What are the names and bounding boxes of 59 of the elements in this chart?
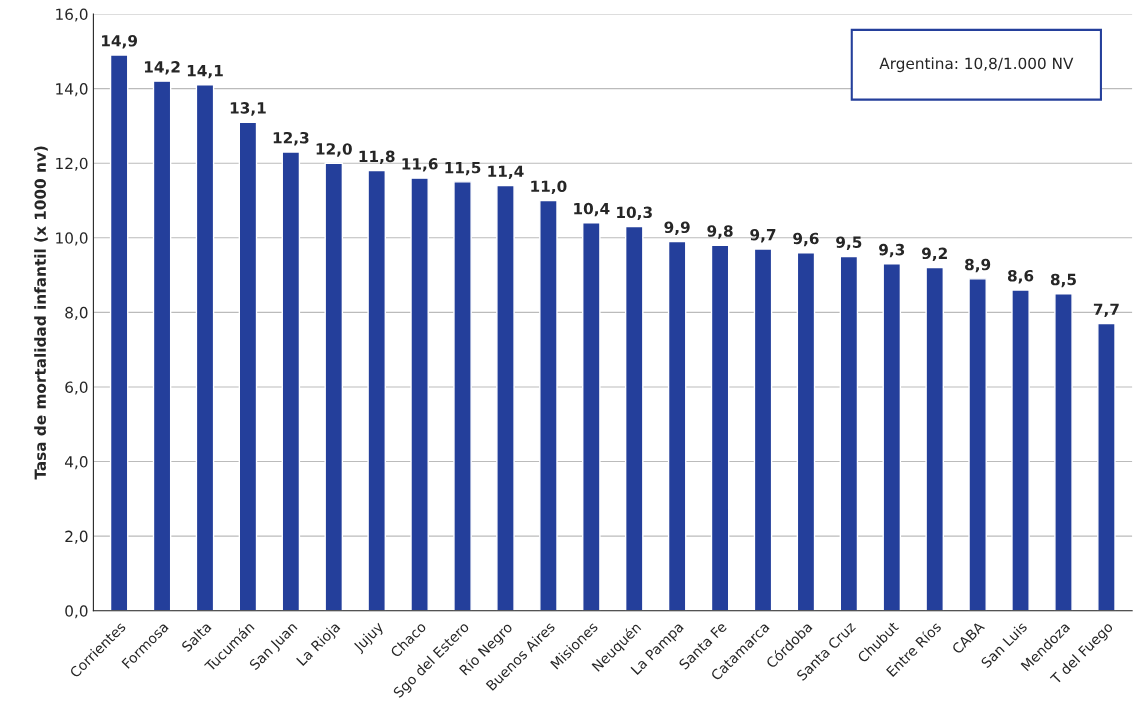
bar: [1054, 293, 1073, 611]
data-label: 9,7: [750, 228, 776, 243]
bar: [753, 248, 773, 611]
y-tick-label: 12,0: [56, 157, 88, 171]
data-label: 9,6: [793, 232, 819, 247]
data-label: 9,5: [836, 236, 862, 250]
bar: [367, 169, 386, 611]
y-axis-title: Tasa de mortalidad infantil (x 1000 nv): [34, 146, 48, 480]
data-label: 9,9: [664, 221, 690, 235]
bar: [968, 278, 987, 611]
data-label: 11,0: [531, 180, 567, 194]
data-label: 11,5: [445, 161, 481, 176]
bar: [1011, 289, 1030, 611]
bar: [324, 162, 344, 611]
data-label: 8,5: [1050, 273, 1076, 288]
bar: [624, 225, 644, 611]
data-label: 12,3: [273, 131, 309, 146]
data-label: 8,6: [1007, 269, 1034, 284]
bar: [796, 252, 816, 611]
y-tick-label: 6,0: [65, 381, 88, 395]
y-tick-label: 10,0: [56, 232, 88, 246]
bar: [882, 263, 902, 611]
annotation: Argentina: 10,8/1.000 NV: [879, 57, 1074, 73]
data-label: 11,6: [402, 158, 438, 172]
data-label: 11,8: [359, 150, 395, 165]
data-label: 10,4: [574, 202, 610, 217]
data-label: 14,1: [187, 65, 223, 79]
data-label: 7,7: [1093, 303, 1119, 318]
y-tick-label: 16,0: [56, 8, 88, 22]
data-label: 9,3: [879, 243, 905, 258]
bar: [195, 84, 215, 611]
data-label: 11,4: [488, 165, 524, 180]
bar: [582, 222, 601, 611]
data-label: 9,8: [707, 225, 733, 239]
data-label: 12,0: [316, 143, 352, 157]
bar: [710, 244, 730, 611]
bar: [839, 255, 859, 611]
bar: [238, 121, 258, 611]
bar: [667, 240, 687, 611]
bar: [496, 184, 515, 611]
data-label: 13,1: [230, 102, 266, 116]
data-label: 9,2: [921, 247, 947, 262]
y-tick-label: 0,0: [65, 605, 88, 619]
y-tick-label: 8,0: [65, 306, 88, 320]
y-tick-label: 2,0: [65, 530, 88, 544]
bar: [925, 266, 944, 611]
y-tick-label: 4,0: [64, 456, 88, 470]
data-label: 14,9: [102, 35, 138, 49]
data-label: 8,9: [965, 258, 991, 273]
data-label: 14,2: [144, 61, 180, 75]
bar: [1097, 322, 1116, 611]
bar: [539, 199, 558, 611]
data-label: 10,3: [617, 206, 652, 221]
bar: [109, 54, 129, 611]
y-tick-label: 14,0: [56, 83, 88, 97]
bar: [410, 177, 429, 611]
bar: [281, 151, 301, 611]
bar: [453, 181, 472, 611]
bar: [152, 80, 172, 611]
